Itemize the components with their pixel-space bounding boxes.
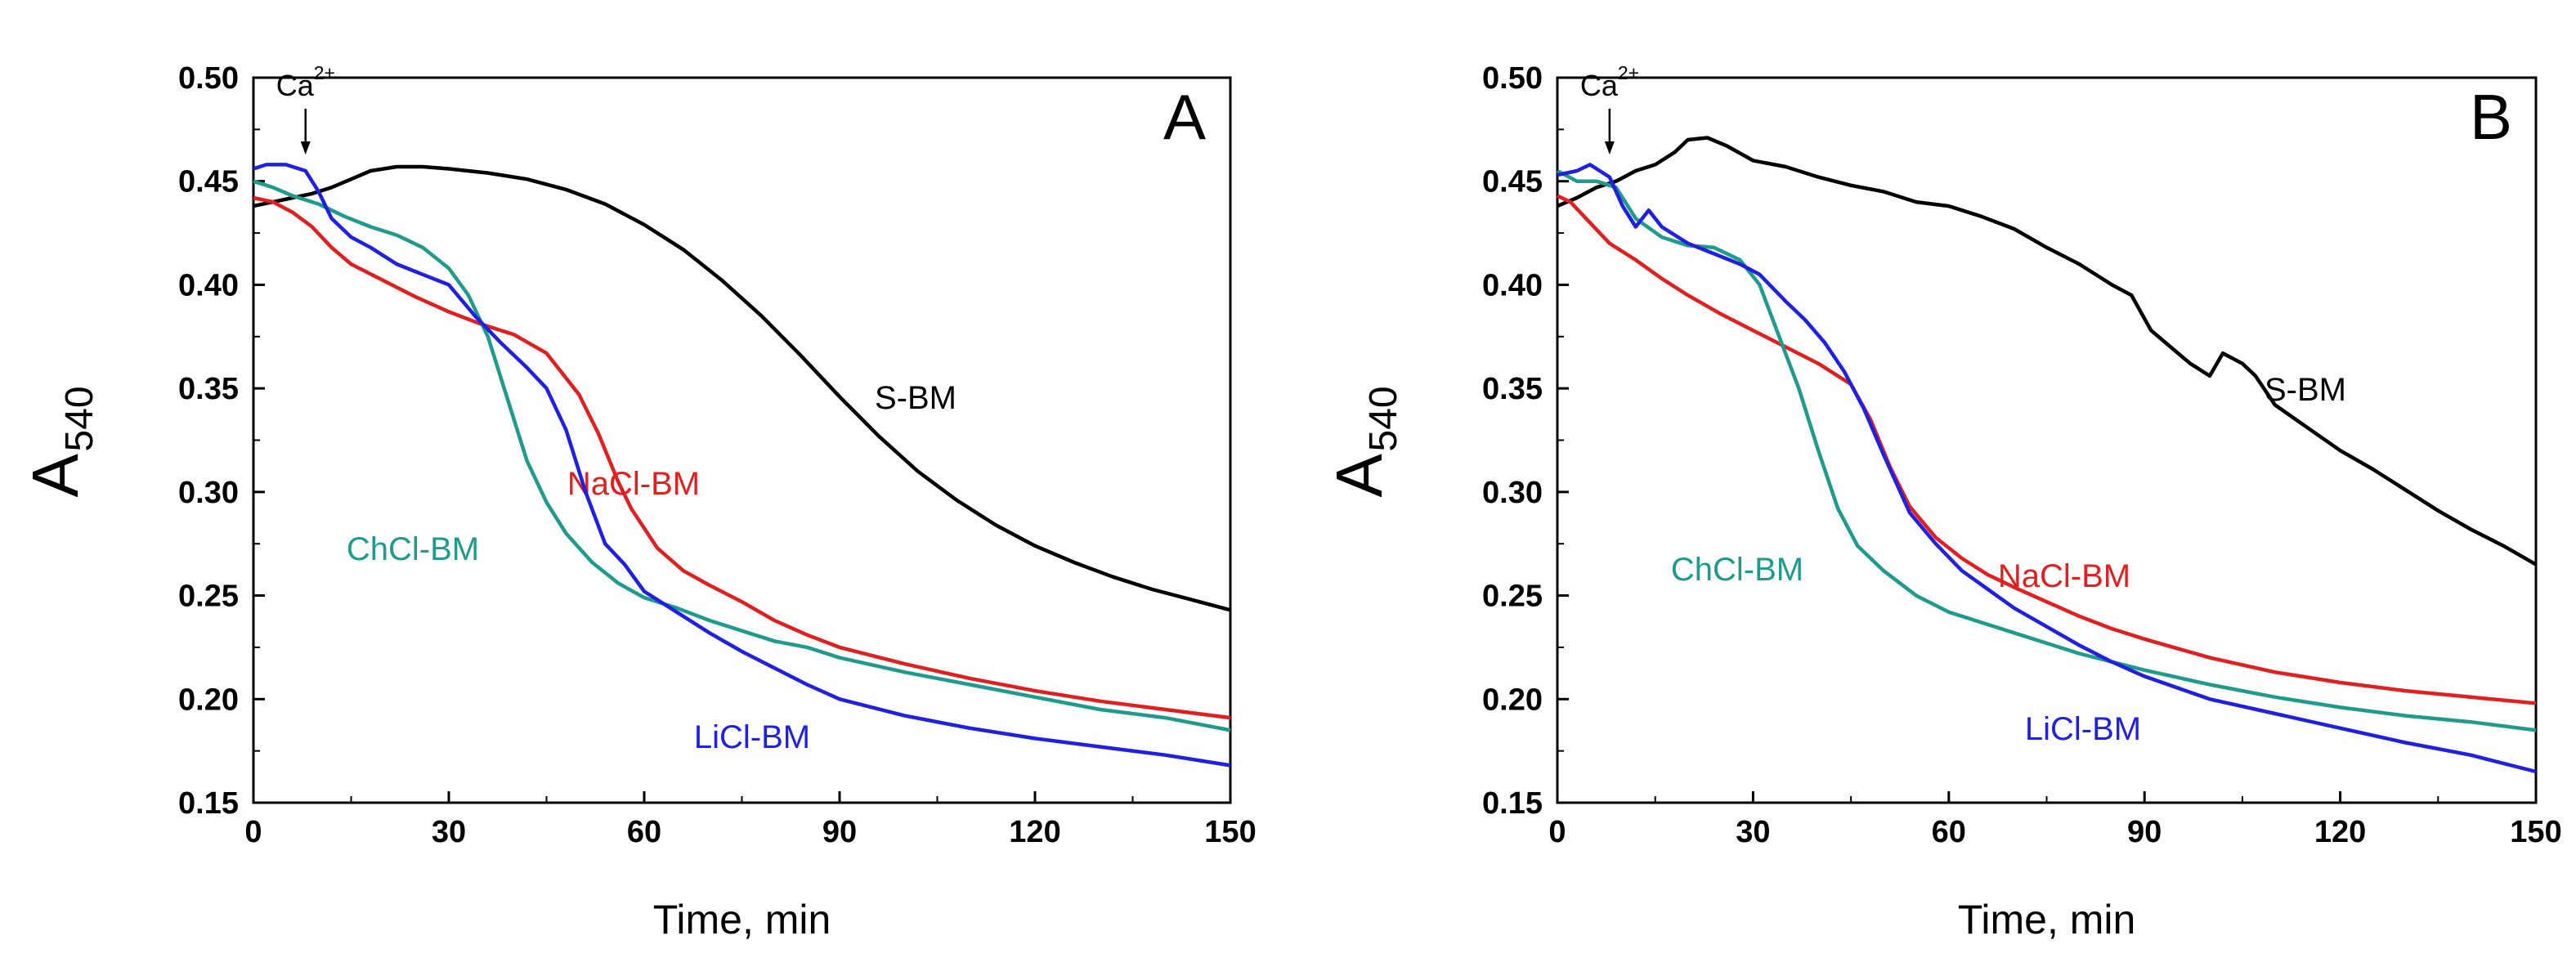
series-label-nacl-bm: NaCl-BM (567, 466, 700, 502)
y-axis-title-subscript: 540 (1362, 386, 1405, 451)
y-tick-label: 0.25 (178, 580, 239, 614)
x-tick-label: 60 (1932, 815, 1966, 849)
series-line-nacl-bm (253, 195, 1231, 720)
series-line-licl-bm (253, 163, 1231, 768)
x-tick-label: 90 (822, 815, 857, 849)
annotation-arrow-head (1604, 141, 1615, 154)
y-axis-title-subscript: 540 (58, 386, 101, 451)
series-label-chcl-bm: ChCl-BM (347, 531, 479, 567)
plot-frame (252, 76, 1232, 804)
annotation-label: Ca (276, 69, 315, 102)
series-label-s-bm: S-BM (2265, 372, 2346, 408)
y-tick-label: 0.45 (1482, 165, 1543, 199)
x-tick-label: 30 (432, 815, 466, 849)
x-axis-title: Time, min (653, 897, 831, 942)
series-line-s-bm (1557, 136, 2538, 566)
series-label-s-bm: S-BM (875, 380, 956, 416)
x-tick-label: 0 (244, 815, 262, 849)
x-tick-label: 120 (2314, 815, 2366, 849)
y-tick-label: 0.15 (178, 786, 239, 821)
y-tick-label: 0.35 (1482, 372, 1543, 406)
x-tick-label: 150 (1204, 815, 1256, 849)
y-tick-label: 0.35 (178, 372, 239, 406)
x-tick-label: 0 (1548, 815, 1566, 849)
x-axis-title: Time, min (1958, 897, 2136, 942)
y-tick-label: 0.50 (178, 61, 239, 96)
y-tick-label: 0.30 (1482, 476, 1543, 510)
chart-panel-a: 0 30 60 90 120 150 0.15 0.20 0.25 0.30 0.35 0.40 0.4… (19, 61, 1257, 942)
annotation-label: Ca (1580, 69, 1619, 102)
annotation-superscript: 2+ (1618, 62, 1639, 83)
y-axis-title-main: A (1323, 454, 1396, 498)
annotation-superscript: 2+ (314, 62, 335, 83)
y-tick-label: 0.50 (1482, 61, 1543, 96)
x-tick-label: 120 (1009, 815, 1060, 849)
y-tick-label: 0.20 (178, 683, 239, 717)
annotation-arrow-head (300, 141, 311, 154)
x-tick-label: 90 (2127, 815, 2162, 849)
panel-letter: B (2470, 81, 2512, 153)
y-axis-title-main: A (19, 454, 92, 498)
x-tick-label: 60 (627, 815, 661, 849)
y-tick-label: 0.25 (1482, 580, 1543, 614)
series-label-licl-bm: LiCl-BM (694, 719, 810, 755)
panel-letter: A (1163, 81, 1206, 153)
series-line-chcl-bm (1556, 169, 2537, 732)
ca-addition-annotation: Ca 2+ (276, 62, 335, 154)
series-line-nacl-bm (1557, 194, 2537, 705)
x-tick-label: 30 (1736, 815, 1770, 849)
ca-addition-annotation: Ca 2+ (1580, 62, 1639, 154)
series-label-chcl-bm: ChCl-BM (1671, 552, 1803, 588)
y-tick-label: 0.40 (1482, 268, 1543, 302)
plot-frame (1556, 76, 2538, 804)
y-tick-label: 0.20 (1482, 683, 1543, 717)
series-line-chcl-bm (253, 179, 1231, 732)
series-label-nacl-bm: NaCl-BM (1998, 558, 2130, 594)
y-tick-label: 0.30 (178, 476, 239, 510)
x-tick-label: 150 (2510, 815, 2561, 849)
chart-panel-b: 0 30 60 90 120 150 0.15 0.20 0.25 0.30 0.35 0.40 0.4… (1323, 61, 2562, 942)
y-tick-label: 0.45 (178, 165, 239, 199)
y-tick-label: 0.15 (1482, 786, 1543, 821)
series-line-s-bm (253, 164, 1231, 612)
series-line-licl-bm (1557, 163, 2537, 774)
series-label-licl-bm: LiCl-BM (2025, 711, 2141, 747)
y-tick-label: 0.40 (178, 268, 239, 302)
